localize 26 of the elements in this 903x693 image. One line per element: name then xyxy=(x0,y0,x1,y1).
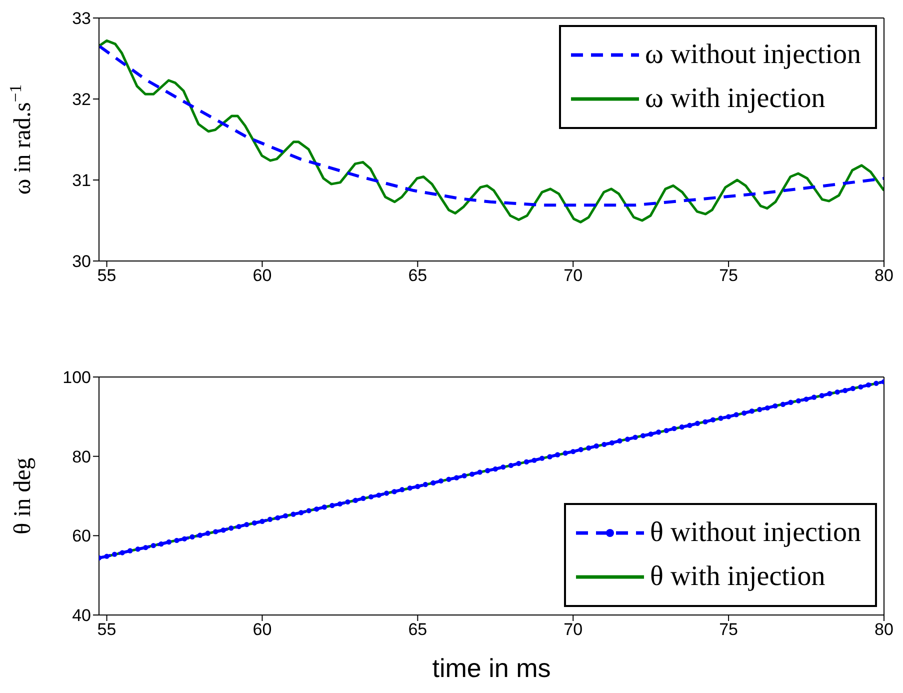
x-tick-label: 60 xyxy=(252,266,272,286)
y-tick-label: 31 xyxy=(72,171,91,190)
x-tick-label: 75 xyxy=(719,620,738,640)
legend-label: ω without injection xyxy=(645,39,861,71)
x-tick-label: 70 xyxy=(564,620,583,640)
x-tick-label: 65 xyxy=(408,620,428,640)
y-tick-label: 32 xyxy=(72,90,91,110)
y-tick-label: 60 xyxy=(72,526,91,546)
legend-label: θ with injection xyxy=(650,561,826,593)
x-tick-label: 55 xyxy=(97,620,116,640)
y-tick-label: 100 xyxy=(62,368,91,388)
y-tick-label: 80 xyxy=(72,447,91,466)
x-tick-label: 60 xyxy=(252,620,272,640)
x-axis-title: time in ms xyxy=(432,653,551,683)
legend-label: ω with injection xyxy=(645,83,826,115)
x-tick-label: 55 xyxy=(97,266,116,286)
y-tick-label: 40 xyxy=(72,606,91,626)
y-axis-title: θ in deg xyxy=(10,458,36,534)
x-tick-label: 80 xyxy=(874,620,894,640)
y-tick-label: 33 xyxy=(72,9,91,28)
legend-label: θ without injection xyxy=(650,517,861,549)
x-tick-label: 75 xyxy=(719,266,738,286)
y-tick-label: 30 xyxy=(72,252,91,272)
x-tick-label: 65 xyxy=(408,266,428,286)
x-tick-label: 80 xyxy=(874,266,894,286)
x-tick-label: 70 xyxy=(564,266,583,286)
